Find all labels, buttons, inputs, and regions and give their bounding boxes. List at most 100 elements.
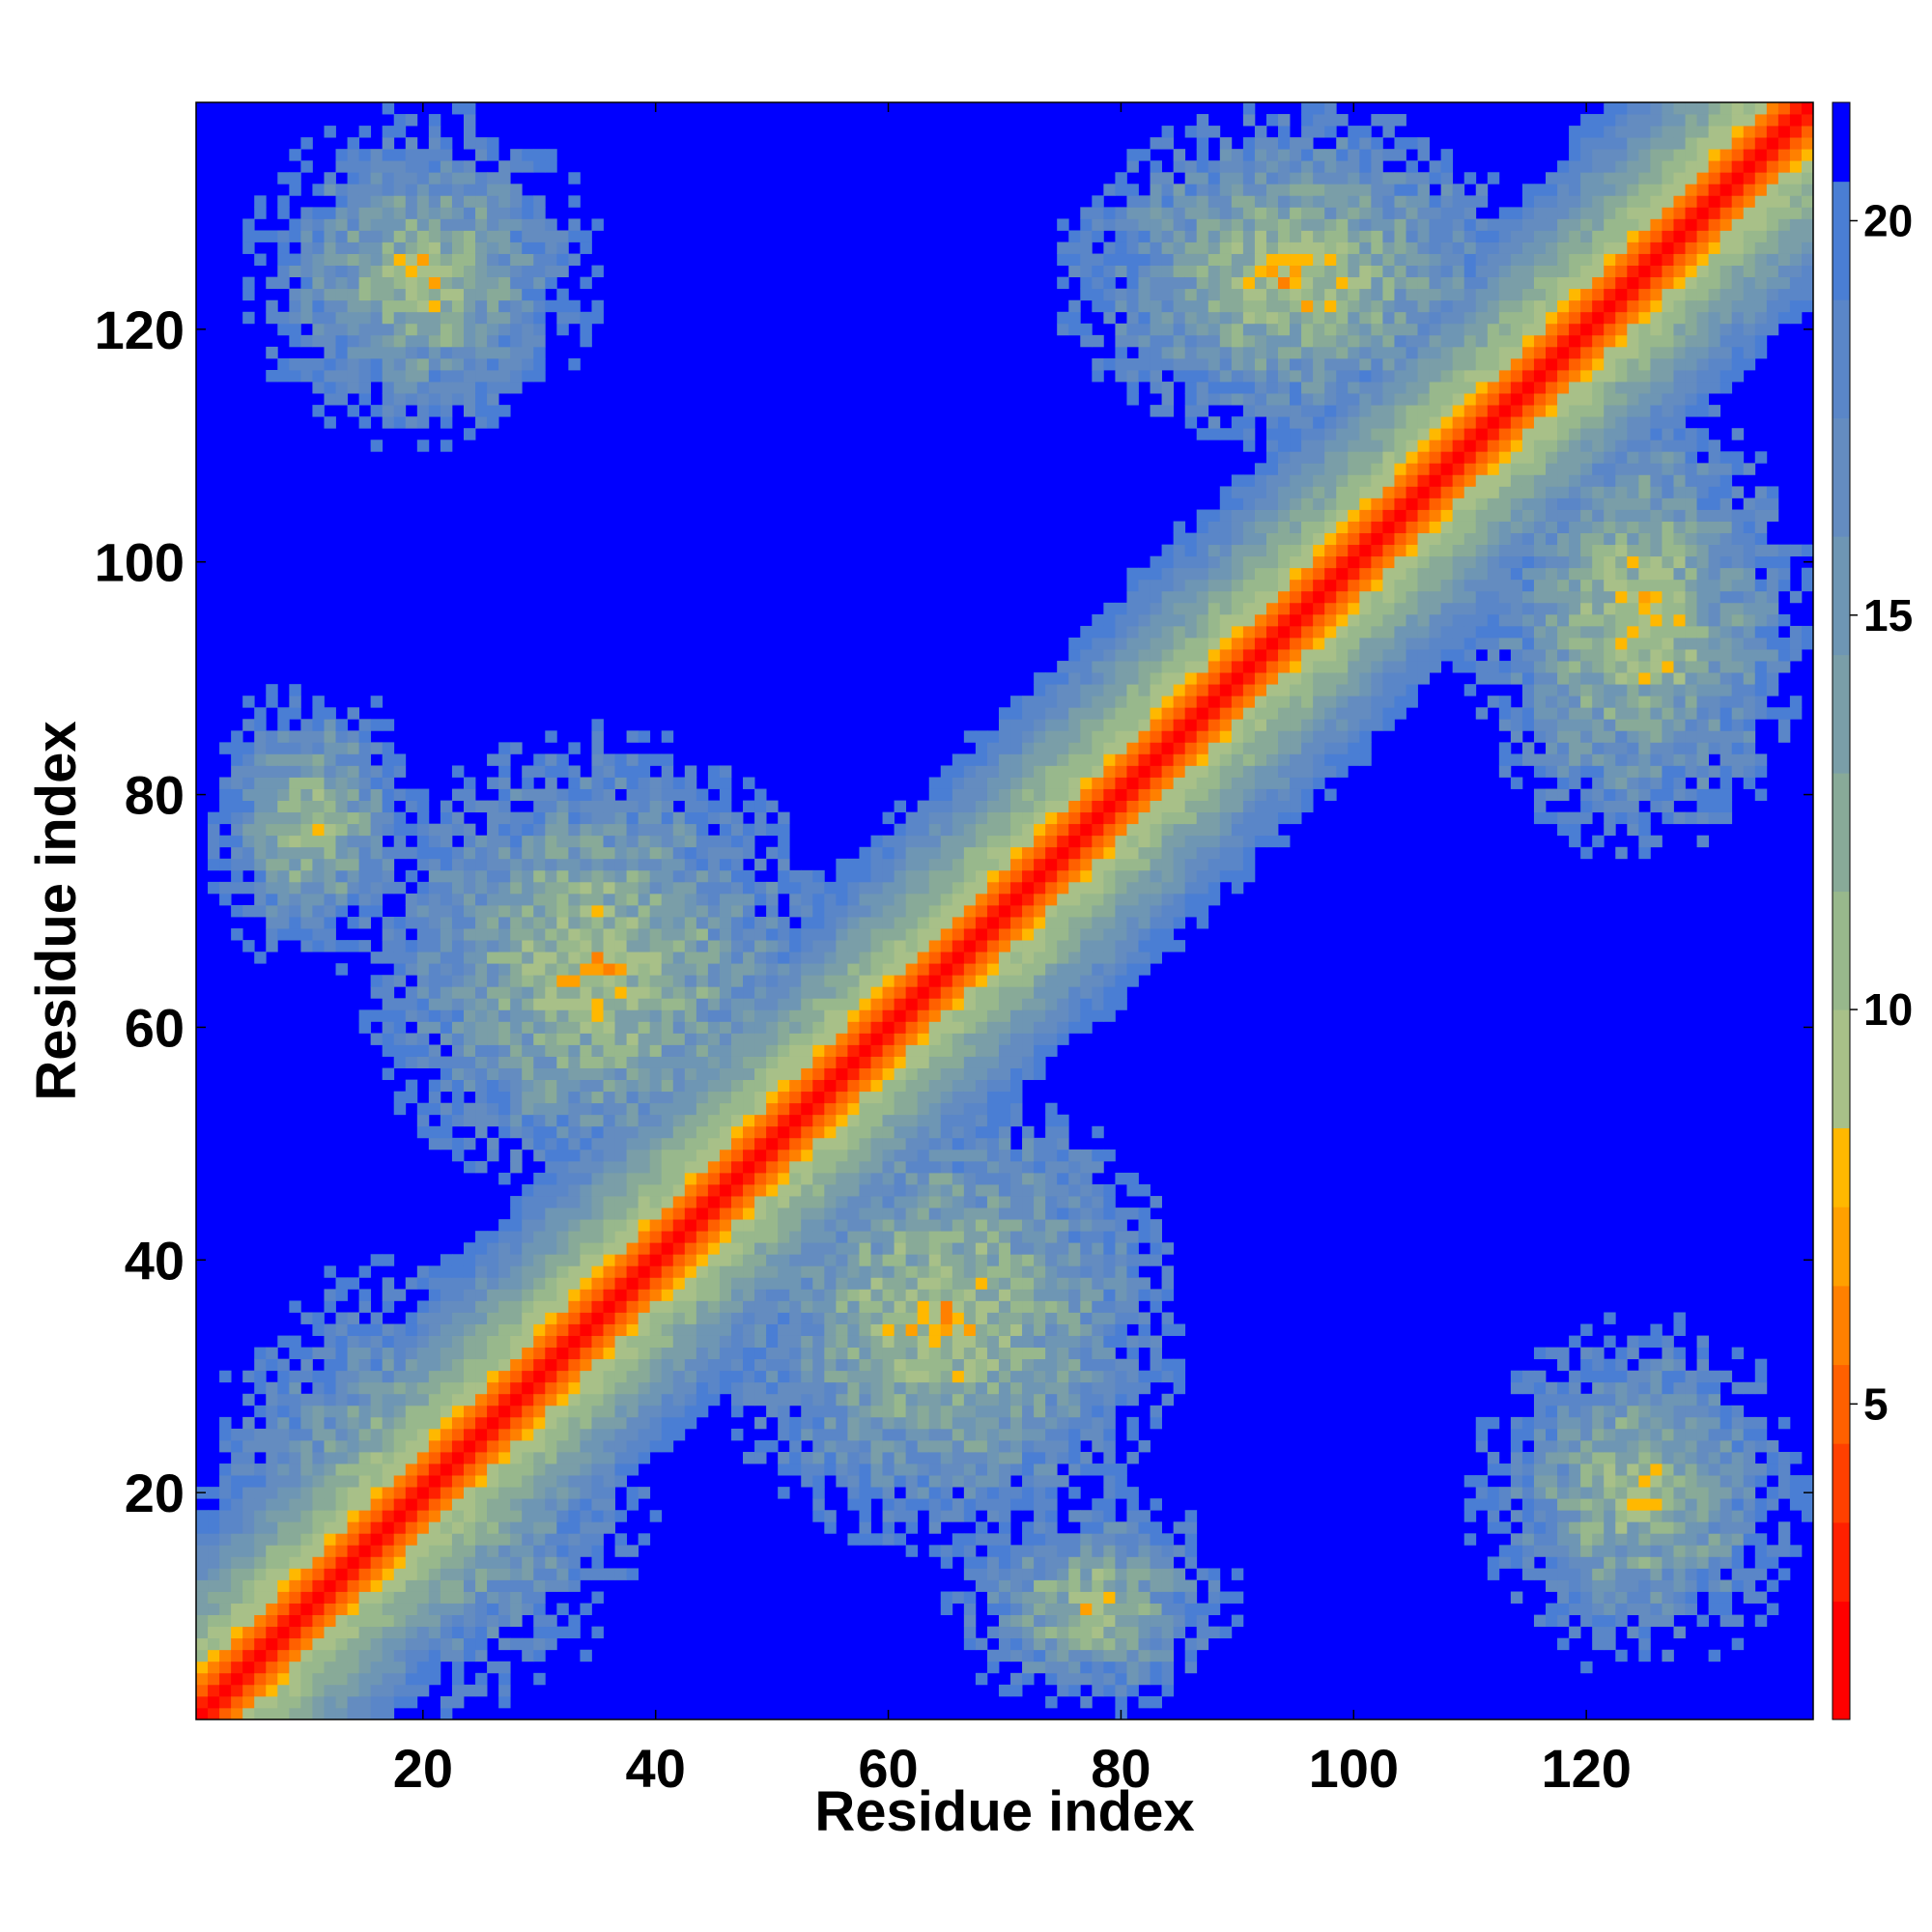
heatmap-cell (254, 1428, 267, 1441)
heatmap-cell (591, 963, 604, 976)
heatmap-cell (358, 1416, 372, 1430)
heatmap-cell (475, 405, 488, 417)
heatmap-cell (603, 1021, 615, 1034)
heatmap-cell (300, 1533, 313, 1546)
heatmap-cell (591, 1242, 604, 1255)
heatmap-cell (289, 823, 301, 837)
heatmap-cell (510, 1265, 523, 1278)
heatmap-cell (952, 1033, 965, 1045)
heatmap-cell (533, 765, 546, 778)
heatmap-cell (684, 893, 697, 906)
heatmap-cell (580, 242, 592, 254)
heatmap-cell (556, 800, 569, 813)
heatmap-cell (870, 1196, 883, 1208)
heatmap-cell (522, 1196, 534, 1208)
heatmap-cell (300, 1626, 313, 1639)
heatmap-cell (347, 800, 359, 813)
heatmap-cell (707, 986, 721, 999)
heatmap-cell (231, 1510, 243, 1522)
heatmap-cell (603, 1219, 615, 1232)
heatmap-cell (812, 881, 825, 895)
heatmap-cell (405, 1661, 418, 1674)
heatmap-cell (824, 1231, 837, 1243)
heatmap-cell (475, 195, 488, 208)
heatmap-cell (498, 1684, 511, 1697)
heatmap-cell (870, 869, 883, 883)
heatmap-cell (347, 288, 359, 301)
heatmap-cell (533, 811, 546, 825)
heatmap-cell (416, 230, 430, 242)
heatmap-cell (1022, 1439, 1035, 1453)
heatmap-cell (428, 1626, 441, 1639)
heatmap-cell (894, 1184, 907, 1197)
heatmap-cell (277, 265, 290, 278)
heatmap-cell (347, 276, 359, 290)
heatmap-cell (451, 963, 465, 976)
heatmap-cell (591, 1626, 604, 1639)
heatmap-cell (475, 835, 488, 848)
heatmap-cell (219, 1603, 232, 1616)
heatmap-cell (370, 299, 384, 313)
heatmap-cell (405, 1684, 418, 1697)
heatmap-cell (312, 405, 325, 417)
heatmap-cell (370, 160, 384, 173)
heatmap-cell (335, 311, 348, 325)
heatmap-cell (870, 1254, 883, 1266)
heatmap-cell (277, 835, 290, 848)
heatmap-cell (556, 753, 569, 766)
heatmap-cell (231, 904, 243, 918)
heatmap-cell (393, 1021, 407, 1034)
heatmap-cell (614, 1312, 627, 1324)
heatmap-cell (730, 869, 744, 883)
heatmap-cell (300, 1347, 313, 1360)
heatmap-cell (416, 881, 430, 895)
heatmap-cell (370, 1498, 384, 1511)
heatmap-cell (370, 1695, 384, 1709)
heatmap-cell (672, 1125, 686, 1139)
heatmap-cell (614, 1021, 627, 1034)
heatmap-cell (847, 1091, 860, 1104)
heatmap-cell (382, 1684, 395, 1697)
heatmap-cell (928, 788, 942, 801)
heatmap-cell (1034, 1323, 1046, 1336)
heatmap-cell (335, 1637, 348, 1651)
heatmap-cell (254, 1695, 267, 1709)
heatmap-cell (533, 846, 546, 860)
heatmap-cell (463, 1463, 476, 1476)
heatmap-cell (463, 1614, 476, 1628)
heatmap-cell (928, 1137, 942, 1151)
heatmap-cell (894, 1358, 907, 1372)
heatmap-cell (661, 1137, 674, 1151)
heatmap-cell (1022, 904, 1035, 918)
heatmap-cell (428, 1649, 441, 1662)
heatmap-cell (824, 1160, 837, 1174)
heatmap-cell (672, 1044, 686, 1057)
heatmap-cell (580, 1510, 592, 1522)
heatmap-cell (289, 1545, 301, 1557)
heatmap-cell (510, 940, 523, 952)
heatmap-cell (859, 1196, 871, 1208)
heatmap-cell (917, 1498, 930, 1511)
heatmap-cell (405, 963, 418, 976)
heatmap-cell (463, 846, 476, 860)
heatmap-cell (591, 1510, 604, 1522)
heatmap-cell (952, 1219, 965, 1232)
heatmap-cell (382, 1579, 395, 1592)
heatmap-cell (1010, 846, 1023, 860)
heatmap-cell (754, 811, 767, 825)
heatmap-cell (626, 800, 639, 813)
heatmap-cell (754, 1416, 767, 1430)
heatmap-cell (289, 893, 301, 906)
heatmap-cell (556, 1102, 569, 1116)
heatmap-cell (812, 1137, 825, 1151)
heatmap-cell (754, 1137, 767, 1151)
heatmap-cell (219, 1498, 232, 1511)
heatmap-cell (684, 1219, 697, 1232)
heatmap-cell (649, 1416, 663, 1430)
heatmap-cell (277, 276, 290, 290)
heatmap-cell (847, 1114, 860, 1127)
heatmap-cell (917, 1196, 930, 1208)
heatmap-cell (1045, 1545, 1058, 1557)
heatmap-cell (649, 1208, 663, 1220)
heatmap-cell (591, 1033, 604, 1045)
